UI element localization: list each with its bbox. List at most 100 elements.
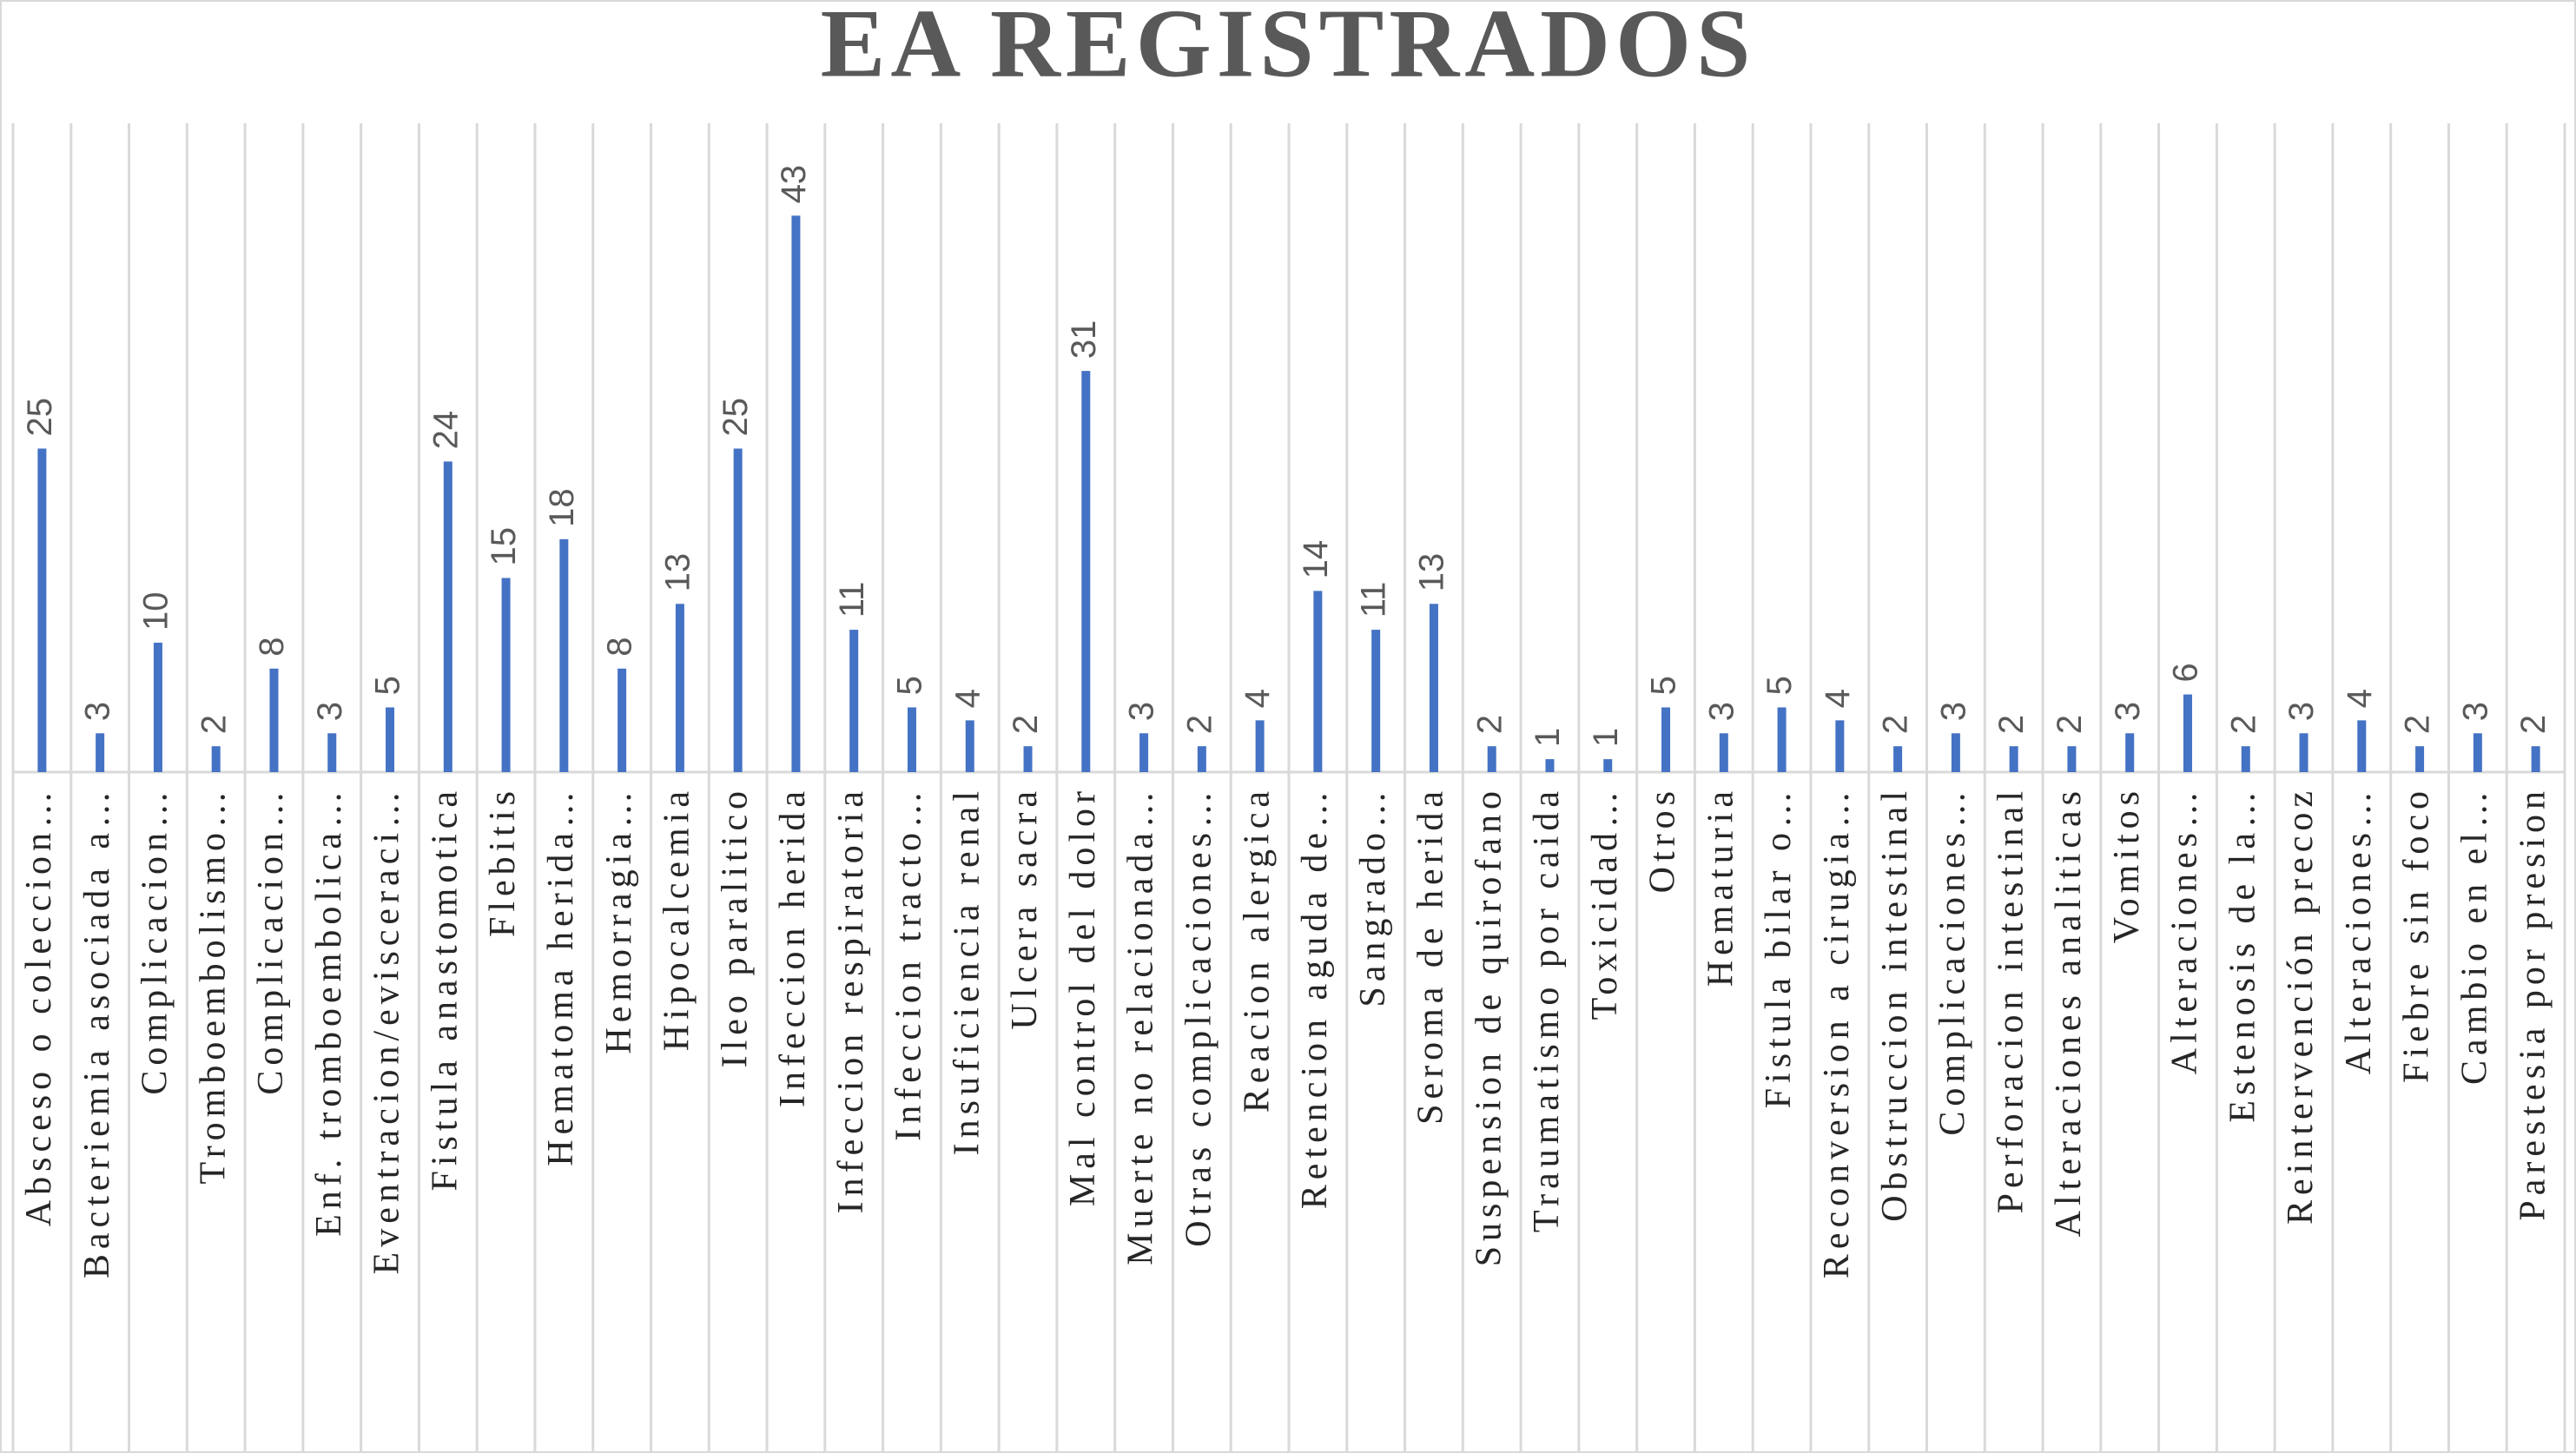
x-tick-label: Otras complicaciones… <box>1179 786 1219 1247</box>
value-label: 3 <box>2109 702 2147 721</box>
value-label: 1 <box>1529 728 1567 747</box>
bar <box>1545 759 1555 772</box>
bar <box>2357 720 2367 772</box>
value-label: 1 <box>1587 728 1625 747</box>
x-tick-label: Alteraciones… <box>2339 786 2379 1074</box>
x-tick-label: Bacteriemia asociada a… <box>77 786 117 1278</box>
x-tick-label: Flebitis <box>483 786 523 937</box>
bar <box>153 643 162 772</box>
bar <box>37 448 47 772</box>
bar <box>1603 759 1613 772</box>
value-label: 10 <box>136 592 175 631</box>
value-label: 31 <box>1065 320 1103 360</box>
bar <box>1777 707 1787 772</box>
bar <box>1835 720 1845 772</box>
value-label: 15 <box>485 527 523 566</box>
x-tick-label: Insuficiencia renal <box>947 786 987 1155</box>
value-label: 3 <box>1702 702 1740 721</box>
value-label: 2 <box>1470 715 1509 734</box>
value-label: 13 <box>1412 553 1450 592</box>
bar <box>1081 371 1091 772</box>
x-tick-label: Hemorragia… <box>599 786 639 1054</box>
value-label: 5 <box>369 676 407 695</box>
value-label: 2 <box>1180 715 1219 734</box>
x-tick-label: Hematuria <box>1701 786 1740 987</box>
x-tick-label: Obstruccion intestinal <box>1875 786 1915 1222</box>
value-label: 18 <box>543 488 581 527</box>
x-tick-label: Toxicidad… <box>1585 786 1625 1020</box>
bar <box>2241 746 2250 772</box>
bar <box>1371 630 1381 772</box>
value-label: 5 <box>1645 676 1683 695</box>
bar <box>386 707 395 772</box>
bar <box>733 448 743 772</box>
x-tick-label: Ulcera sacra <box>1005 786 1045 1030</box>
value-label: 4 <box>2341 689 2379 708</box>
bar <box>965 720 974 772</box>
x-tick-label: Reacion alergica <box>1237 786 1277 1113</box>
value-label: 2 <box>2224 715 2262 734</box>
value-label: 4 <box>1819 689 1857 708</box>
bar <box>2067 746 2077 772</box>
value-label: 6 <box>2167 663 2205 682</box>
bar <box>1429 604 1438 772</box>
x-tick-label: Muerte no relacionada… <box>1121 786 1161 1265</box>
chart-title: EA REGISTRADOS <box>821 0 1756 98</box>
value-label: 25 <box>717 398 755 437</box>
x-tick-label: Retencion aguda de… <box>1295 786 1335 1209</box>
value-label: 5 <box>891 676 929 695</box>
bar <box>2531 746 2540 772</box>
x-tick-label: Alteraciones analiticas <box>2049 786 2089 1237</box>
bar <box>1487 746 1496 772</box>
bar <box>1719 733 1728 772</box>
x-tick-label: Mal control del dolor <box>1063 786 1103 1206</box>
bar <box>2299 733 2308 772</box>
value-label: 14 <box>1297 540 1335 579</box>
value-label: 8 <box>253 637 291 657</box>
x-tick-label: Infeccion herida <box>773 786 813 1107</box>
x-tick-label: Suspension de quirofano <box>1469 786 1509 1266</box>
value-label: 13 <box>658 553 697 592</box>
bar <box>618 668 627 772</box>
bar <box>1197 746 1206 772</box>
value-label: 3 <box>2456 702 2494 721</box>
value-label: 3 <box>1123 702 1161 721</box>
x-tick-label: Infeccion respiratoria <box>831 786 871 1213</box>
bar <box>96 733 105 772</box>
value-label: 3 <box>2282 702 2321 721</box>
bar <box>443 461 452 772</box>
value-label: 43 <box>775 165 813 204</box>
bar <box>1139 733 1149 772</box>
bar <box>2415 746 2425 772</box>
x-tick-label: Otros <box>1643 786 1683 893</box>
x-tick-label: Fiebre sin foco <box>2397 786 2437 1083</box>
value-label: 5 <box>1760 676 1799 695</box>
value-label: 2 <box>1007 715 1045 734</box>
value-label: 8 <box>601 637 639 657</box>
x-tick-label: Complicacion… <box>135 786 175 1095</box>
value-label: 2 <box>2051 715 2089 734</box>
value-label: 3 <box>79 702 117 721</box>
value-label: 11 <box>1355 582 1393 618</box>
bar <box>1313 591 1323 772</box>
x-tick-label: Sangrado… <box>1353 786 1393 1007</box>
value-label: 3 <box>311 702 349 721</box>
bar <box>1893 746 1903 772</box>
value-label: 24 <box>426 411 465 450</box>
bar <box>2125 733 2135 772</box>
x-tick-label: Eventracion/evisceraci… <box>367 786 407 1274</box>
x-tick-label: Complicacion… <box>251 786 291 1095</box>
value-label: 2 <box>1992 715 2031 734</box>
bar <box>2009 746 2018 772</box>
x-tick-label: Alteraciones… <box>2165 786 2205 1074</box>
value-label: 11 <box>833 582 871 618</box>
x-tick-label: Hematoma herida… <box>541 786 581 1166</box>
bar <box>211 746 221 772</box>
bar <box>327 733 337 772</box>
bar <box>501 578 511 772</box>
x-tick-label: Hipocalcemia <box>657 786 697 1051</box>
x-tick-label: Perforacion intestinal <box>1991 786 2031 1213</box>
x-tick-label: Traumatismo por caida <box>1527 786 1567 1232</box>
x-tick-label: Vomitos <box>2107 786 2147 943</box>
